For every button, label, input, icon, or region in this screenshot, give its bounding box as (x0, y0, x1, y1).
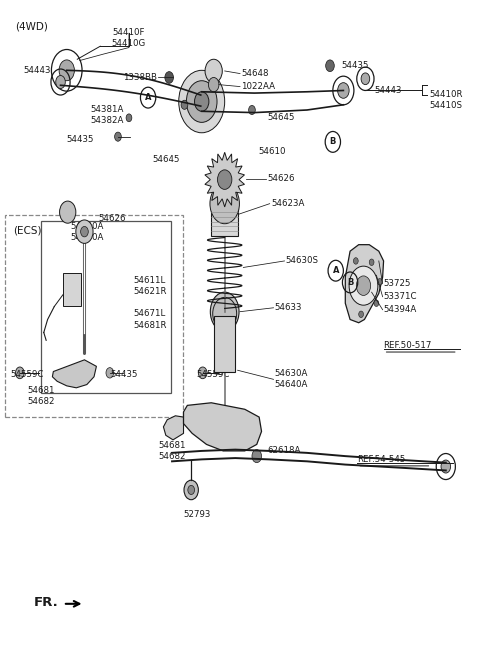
Polygon shape (345, 244, 384, 323)
Circle shape (81, 226, 88, 237)
Circle shape (216, 415, 233, 439)
Text: 54435: 54435 (224, 413, 252, 422)
Circle shape (115, 132, 121, 141)
Text: 54623A: 54623A (271, 199, 304, 208)
Circle shape (15, 367, 24, 379)
Bar (214, 316, 235, 372)
Text: 54443: 54443 (374, 86, 401, 95)
Circle shape (210, 184, 240, 224)
Text: 54394A: 54394A (384, 305, 417, 314)
Text: 54626: 54626 (99, 214, 126, 223)
Circle shape (184, 480, 198, 499)
Circle shape (359, 311, 363, 318)
Text: 54645: 54645 (268, 113, 295, 123)
Text: 54681
54682: 54681 54682 (158, 441, 186, 461)
Circle shape (60, 201, 76, 223)
Circle shape (249, 106, 255, 115)
Text: 1022AA: 1022AA (241, 82, 275, 91)
Text: A: A (145, 93, 151, 102)
Text: 52793: 52793 (183, 510, 211, 519)
Text: B: B (347, 278, 353, 287)
Circle shape (337, 83, 349, 98)
Text: 1338BB: 1338BB (123, 73, 157, 82)
Circle shape (106, 368, 114, 378)
Circle shape (217, 170, 232, 189)
Polygon shape (163, 416, 183, 440)
Circle shape (179, 70, 225, 133)
Circle shape (126, 114, 132, 122)
Circle shape (205, 59, 222, 83)
Text: 54630S: 54630S (286, 256, 318, 265)
Text: 54633: 54633 (275, 303, 302, 312)
Text: 53725: 53725 (384, 279, 411, 288)
Text: 54626: 54626 (268, 175, 295, 183)
Text: A: A (333, 266, 339, 275)
Circle shape (374, 300, 379, 306)
Circle shape (213, 297, 237, 330)
Text: (4WD): (4WD) (15, 22, 48, 31)
Text: 54630A
54640A: 54630A 54640A (70, 222, 104, 242)
Bar (5, 215, 182, 417)
Text: 54645: 54645 (152, 155, 180, 164)
Bar (63, 273, 81, 306)
Text: 54381A
54382A: 54381A 54382A (91, 104, 124, 125)
Text: 54648: 54648 (241, 69, 268, 78)
Circle shape (198, 367, 207, 379)
Circle shape (353, 258, 358, 264)
Text: 54610: 54610 (258, 147, 286, 156)
Text: 54435: 54435 (341, 61, 369, 70)
Text: 54410F
54410G: 54410F 54410G (112, 28, 146, 48)
Bar (41, 220, 170, 393)
Text: B: B (330, 138, 336, 147)
Text: 54410R
54410S: 54410R 54410S (429, 89, 463, 110)
Circle shape (59, 60, 74, 81)
Circle shape (222, 411, 229, 421)
Polygon shape (205, 153, 244, 207)
Circle shape (186, 81, 217, 123)
Text: 53371C: 53371C (384, 292, 417, 301)
Circle shape (377, 278, 382, 285)
Circle shape (369, 259, 374, 265)
Text: 54611L
54621R: 54611L 54621R (134, 276, 167, 296)
Text: (ECS): (ECS) (12, 226, 41, 235)
Polygon shape (183, 403, 262, 451)
Text: 62618A: 62618A (268, 447, 301, 455)
Circle shape (217, 302, 232, 321)
Text: 54559C: 54559C (196, 370, 229, 379)
Text: 54435: 54435 (67, 136, 94, 145)
Text: 54630A
54640A: 54630A 54640A (275, 369, 308, 389)
Circle shape (194, 92, 209, 111)
Circle shape (325, 60, 334, 72)
Circle shape (361, 73, 370, 85)
Circle shape (76, 220, 93, 243)
Circle shape (165, 72, 173, 83)
Text: 54443: 54443 (24, 67, 51, 76)
Bar (211, 207, 238, 236)
Circle shape (181, 100, 188, 110)
Polygon shape (52, 360, 96, 388)
Circle shape (188, 485, 194, 494)
Circle shape (356, 276, 371, 295)
Text: 54435: 54435 (111, 370, 138, 379)
Circle shape (56, 76, 65, 89)
Text: 54671L
54681R: 54671L 54681R (134, 310, 167, 329)
Circle shape (208, 78, 219, 92)
Circle shape (252, 450, 262, 463)
Text: 54681
54682: 54681 54682 (27, 385, 55, 406)
Text: FR.: FR. (34, 596, 59, 609)
Text: 54559C: 54559C (10, 370, 44, 379)
Text: REF.54-545: REF.54-545 (357, 455, 406, 464)
Circle shape (210, 292, 239, 331)
Circle shape (349, 266, 378, 305)
Circle shape (441, 460, 451, 473)
Text: REF.50-517: REF.50-517 (384, 341, 432, 350)
